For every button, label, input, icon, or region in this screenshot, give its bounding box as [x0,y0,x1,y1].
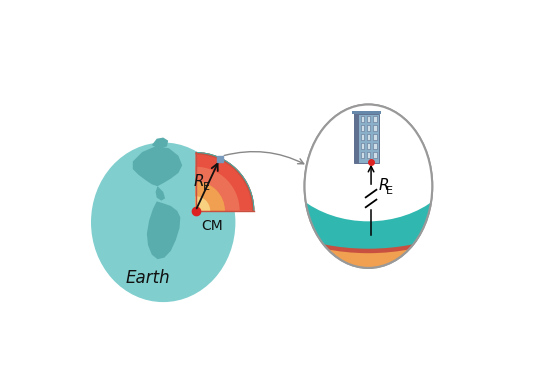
Bar [361,152,364,158]
Ellipse shape [241,60,496,321]
Bar [367,134,370,140]
Ellipse shape [273,66,464,221]
Polygon shape [133,146,182,186]
Bar [367,125,370,131]
Text: CM: CM [201,219,223,233]
Polygon shape [156,186,165,201]
Bar [367,116,370,122]
Bar [372,143,376,149]
Bar [367,152,370,158]
Polygon shape [152,138,168,149]
Wedge shape [195,167,239,211]
Ellipse shape [250,117,487,268]
Bar [353,114,359,163]
Bar [372,116,376,122]
Bar [372,125,376,131]
Bar [361,116,364,122]
Bar [367,143,370,149]
Wedge shape [195,152,255,211]
Text: Earth: Earth [125,269,171,287]
Text: $R$: $R$ [378,177,389,193]
Ellipse shape [247,90,490,295]
Polygon shape [147,201,180,259]
Ellipse shape [252,132,484,253]
Bar [361,125,364,131]
Bar [372,134,376,140]
Wedge shape [195,196,210,211]
Ellipse shape [254,137,483,249]
Text: $R$: $R$ [193,173,204,189]
Wedge shape [195,182,225,211]
Bar [353,114,380,163]
Bar [361,143,364,149]
Ellipse shape [305,105,432,268]
Ellipse shape [91,142,236,302]
FancyArrowPatch shape [224,152,304,164]
Wedge shape [195,152,255,211]
Bar [352,111,381,114]
Wedge shape [195,152,255,211]
Text: E: E [386,186,393,196]
Bar [361,134,364,140]
Text: E: E [203,182,210,192]
Bar [372,152,376,158]
